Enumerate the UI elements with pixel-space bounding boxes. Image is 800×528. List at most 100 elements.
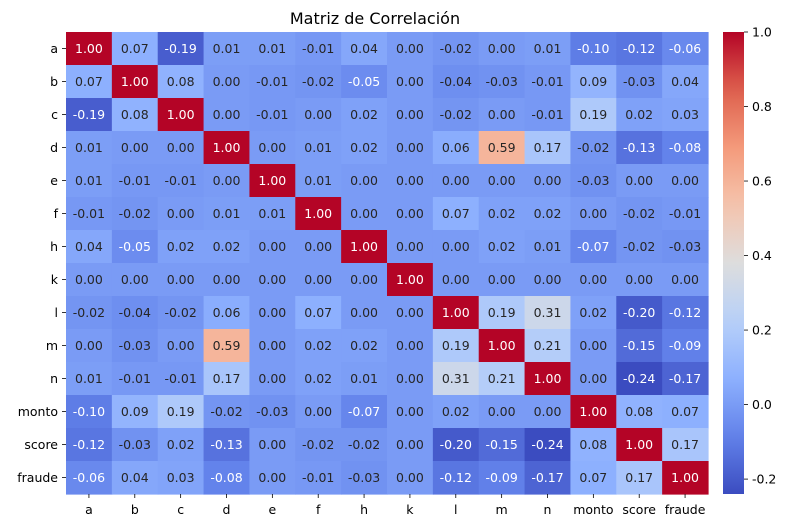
heatmap-cell: [249, 395, 296, 429]
cell-value-label: 0.01: [75, 140, 103, 155]
cell-value-label: 0.01: [534, 41, 562, 56]
cell-value-label: 0.09: [121, 404, 149, 419]
heatmap-cell: [616, 428, 663, 462]
cell-value-label: -0.02: [164, 305, 196, 320]
cell-value-label: 0.00: [396, 107, 424, 122]
heatmap-cell: [66, 362, 113, 396]
heatmap-cell: [295, 32, 342, 66]
heatmap-cell: [295, 461, 342, 495]
x-tick-label: score: [622, 502, 656, 517]
cell-value-label: 0.00: [396, 305, 424, 320]
heatmap-cell: [157, 98, 205, 132]
cell-value-label: -0.04: [119, 305, 151, 320]
cell-value-label: 0.00: [396, 41, 424, 56]
cell-value-label: 0.00: [167, 338, 195, 353]
cell-value-label: 0.00: [671, 173, 699, 188]
cell-value-label: 0.00: [671, 272, 699, 287]
heatmap-cell: [387, 197, 434, 231]
heatmap-cell: [295, 329, 342, 363]
cell-value-label: -0.02: [348, 437, 380, 452]
heatmap-cell: [111, 428, 159, 462]
heatmap-cell: [524, 428, 572, 462]
cell-value-label: 0.07: [304, 305, 332, 320]
chart-title: Matriz de Correlación: [290, 9, 460, 28]
cell-value-label: -0.09: [669, 338, 701, 353]
cell-value-label: -0.24: [623, 371, 655, 386]
cell-value-label: 0.08: [625, 404, 653, 419]
heatmap-cell: [295, 164, 342, 198]
cell-value-label: 0.09: [579, 74, 607, 89]
cell-value-label: 0.00: [304, 239, 332, 254]
cell-value-label: -0.02: [302, 437, 334, 452]
heatmap-cell: [66, 197, 113, 231]
cell-value-label: -0.07: [348, 404, 380, 419]
cell-value-label: -0.01: [119, 371, 151, 386]
cell-value-label: -0.08: [669, 140, 701, 155]
heatmap-cell: [203, 428, 251, 462]
heatmap-cell: [570, 428, 617, 462]
heatmap-cell: [249, 230, 296, 264]
heatmap-cell: [432, 164, 480, 198]
heatmap-cell: [203, 32, 251, 66]
x-tick-label: h: [360, 502, 368, 517]
heatmap-cell: [570, 461, 617, 495]
heatmap-cell: [432, 329, 480, 363]
heatmap-cell: [387, 164, 434, 198]
heatmap-cell: [524, 32, 572, 66]
cell-value-label: -0.05: [348, 74, 380, 89]
cell-value-label: 1.00: [304, 206, 332, 221]
cell-value-label: -0.03: [485, 74, 517, 89]
heatmap-cell: [432, 461, 480, 495]
cell-value-label: 1.00: [350, 239, 378, 254]
heatmap-cell: [570, 263, 617, 297]
heatmap-cell: [387, 131, 434, 165]
x-tick-label: a: [85, 502, 93, 517]
heatmap-cell: [524, 65, 572, 99]
cell-value-label: -0.10: [577, 41, 609, 56]
cell-value-label: 0.00: [579, 371, 607, 386]
heatmap-cell: [295, 197, 342, 231]
heatmap-cell: [616, 362, 663, 396]
cell-value-label: 0.00: [167, 206, 195, 221]
cell-value-label: -0.15: [623, 338, 655, 353]
colorbar-tick-label: 1.0: [752, 25, 772, 40]
heatmap-cell: [478, 98, 526, 132]
cell-value-label: -0.03: [256, 404, 288, 419]
cell-value-label: 0.00: [396, 338, 424, 353]
cell-value-label: 0.00: [396, 404, 424, 419]
heatmap-cell: [111, 362, 159, 396]
cell-value-label: 0.02: [442, 404, 470, 419]
y-tick-label: h: [50, 239, 58, 254]
heatmap-cell: [387, 395, 434, 429]
heatmap-cell: [570, 65, 617, 99]
heatmap-cell: [662, 296, 709, 330]
heatmap-cell: [662, 98, 709, 132]
cell-value-label: 0.00: [534, 272, 562, 287]
cell-value-label: 0.00: [579, 338, 607, 353]
heatmap-cell: [570, 329, 617, 363]
heatmap-cell: [111, 98, 159, 132]
heatmap-cell: [66, 65, 113, 99]
colorbar-tick-label: 0.4: [752, 248, 772, 263]
colorbar-tick-label: 0.0: [752, 397, 772, 412]
x-tick-label: monto: [573, 502, 613, 517]
cell-value-label: -0.01: [256, 74, 288, 89]
cell-value-label: -0.20: [623, 305, 655, 320]
cell-value-label: 0.00: [258, 371, 286, 386]
cell-value-label: -0.08: [210, 470, 242, 485]
cell-value-label: 0.17: [671, 437, 699, 452]
heatmap-cell: [432, 197, 480, 231]
heatmap-cell: [478, 428, 526, 462]
cell-value-label: -0.03: [669, 239, 701, 254]
cell-value-label: 0.00: [304, 272, 332, 287]
heatmap-cell: [249, 197, 296, 231]
cell-value-label: 1.00: [579, 404, 607, 419]
heatmap-cell: [432, 65, 480, 99]
heatmap-cell: [478, 362, 526, 396]
heatmap-cell: [111, 329, 159, 363]
x-tick-label: m: [496, 502, 508, 517]
heatmap-cells: 1.00 0.07 -0.19 0.01 0.01 -0.01 0.04 0.00 -0.02 0…: [66, 32, 709, 495]
cell-value-label: 0.01: [75, 371, 103, 386]
heatmap-cell: [478, 296, 526, 330]
cell-value-label: -0.05: [119, 239, 151, 254]
